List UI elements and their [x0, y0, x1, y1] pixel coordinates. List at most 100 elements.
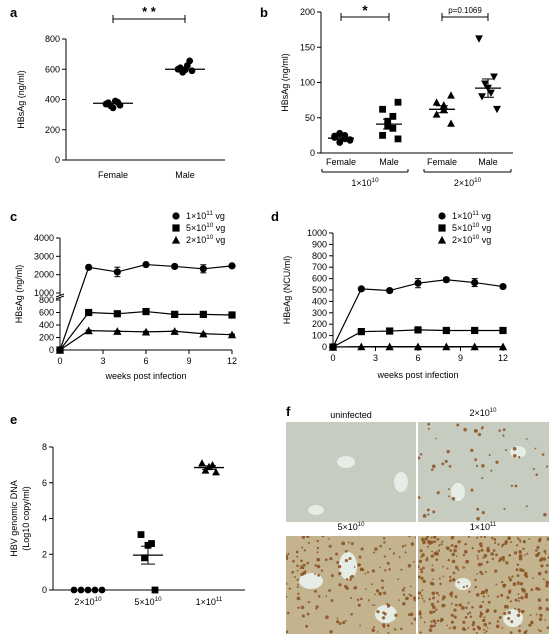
- stained-nucleus: [545, 598, 549, 602]
- stained-nucleus: [379, 544, 382, 548]
- stained-nucleus: [546, 564, 549, 567]
- data-point: [413, 342, 423, 351]
- stained-nucleus: [338, 583, 342, 587]
- stained-nucleus: [419, 616, 423, 619]
- stained-nucleus: [307, 600, 310, 604]
- stained-nucleus: [538, 606, 543, 611]
- micro-label-2e10-base: 2×10: [469, 408, 490, 418]
- data-point: [336, 129, 344, 137]
- stained-nucleus: [297, 592, 300, 595]
- stained-nucleus: [501, 580, 504, 584]
- stained-nucleus: [457, 568, 460, 571]
- stained-nucleus: [408, 536, 411, 538]
- stained-nucleus: [427, 513, 430, 516]
- x-tick-label: Female: [326, 157, 356, 167]
- stained-nucleus: [508, 553, 512, 557]
- data-point: [170, 327, 179, 335]
- tissue-background: [418, 422, 549, 522]
- x-tick-label: 9: [458, 353, 463, 363]
- stained-nucleus: [392, 552, 396, 555]
- stained-nucleus: [386, 561, 390, 565]
- stained-nucleus: [329, 557, 333, 561]
- stained-nucleus: [330, 599, 334, 602]
- stained-nucleus: [476, 555, 479, 557]
- stained-nucleus: [485, 591, 488, 594]
- vessel: [299, 573, 323, 589]
- stained-nucleus: [382, 591, 387, 595]
- tissue-background: [286, 422, 416, 522]
- legend-marker: [171, 235, 181, 244]
- stained-nucleus: [516, 574, 520, 577]
- stained-nucleus: [341, 541, 346, 546]
- stained-nucleus: [296, 578, 300, 582]
- stained-nucleus: [454, 603, 458, 607]
- x-axis-label: weeks post infection: [104, 371, 186, 381]
- data-point: [212, 468, 220, 476]
- stained-nucleus: [518, 456, 521, 459]
- stained-nucleus: [305, 536, 310, 539]
- stained-nucleus: [486, 548, 491, 553]
- stained-nucleus: [336, 561, 340, 564]
- data-point: [442, 276, 450, 284]
- y-tick-label: 0: [49, 345, 54, 355]
- stained-nucleus: [444, 459, 448, 463]
- legend-marker: [437, 235, 447, 244]
- y-tick-label: 500: [312, 285, 327, 295]
- stained-nucleus: [381, 586, 384, 590]
- stained-nucleus: [420, 568, 423, 571]
- data-point: [487, 89, 495, 97]
- stained-nucleus: [462, 554, 466, 557]
- stained-nucleus: [407, 613, 411, 616]
- stained-nucleus: [451, 559, 456, 564]
- stained-nucleus: [433, 624, 436, 628]
- stained-nucleus: [443, 604, 447, 607]
- legend-label: 2×1010 vg: [452, 234, 491, 245]
- stained-nucleus: [479, 614, 483, 618]
- stained-nucleus: [508, 578, 513, 582]
- stained-nucleus: [494, 569, 498, 573]
- stained-nucleus: [359, 563, 361, 566]
- y-tick-label: 150: [300, 42, 315, 52]
- stained-nucleus: [286, 630, 288, 634]
- stained-nucleus: [464, 616, 468, 619]
- stained-nucleus: [463, 427, 467, 432]
- micro-label-1e11-exp: 11: [490, 522, 497, 528]
- stained-nucleus: [516, 613, 521, 618]
- data-point: [470, 342, 479, 351]
- y-tick-label: 0: [42, 585, 47, 595]
- data-point: [199, 310, 207, 318]
- y-tick-label: 400: [45, 95, 60, 105]
- stained-nucleus: [409, 585, 412, 588]
- y-axis-label: HBsAg (ng/ml): [14, 265, 24, 324]
- stained-nucleus: [504, 541, 508, 546]
- stained-nucleus: [414, 536, 416, 539]
- stained-nucleus: [374, 593, 377, 596]
- y-tick-label: 0: [55, 155, 60, 165]
- stained-nucleus: [502, 558, 505, 562]
- stained-nucleus: [300, 559, 303, 563]
- stained-nucleus: [418, 456, 421, 460]
- stained-nucleus: [435, 437, 437, 440]
- stained-nucleus: [450, 591, 454, 594]
- data-point: [228, 311, 236, 319]
- stained-nucleus: [314, 589, 317, 593]
- stained-nucleus: [409, 612, 414, 617]
- stained-nucleus: [433, 540, 437, 543]
- x-tick-label: 6: [143, 356, 148, 366]
- stained-nucleus: [507, 610, 511, 615]
- stained-nucleus: [519, 541, 522, 543]
- group-label: 1×1010: [351, 177, 379, 188]
- stained-nucleus: [418, 612, 422, 616]
- data-point: [85, 308, 93, 317]
- stained-nucleus: [467, 626, 470, 629]
- stained-nucleus: [476, 625, 480, 629]
- stained-nucleus: [481, 464, 485, 468]
- stained-nucleus: [477, 557, 480, 560]
- stained-nucleus: [496, 595, 500, 598]
- significance-label: *: [362, 2, 368, 18]
- stained-nucleus: [296, 569, 299, 572]
- stained-nucleus: [336, 617, 339, 620]
- stained-nucleus: [458, 603, 463, 607]
- stained-nucleus: [451, 496, 456, 501]
- data-point: [55, 345, 65, 354]
